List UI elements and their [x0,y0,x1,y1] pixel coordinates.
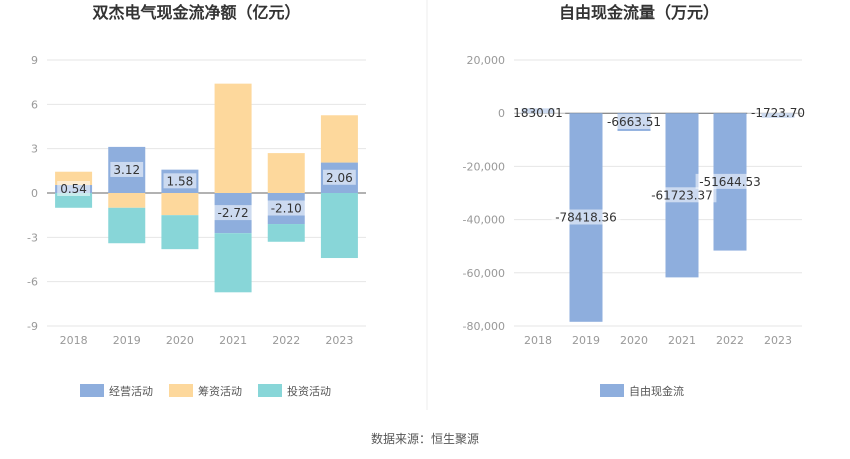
x-tick-label: 2023 [325,334,353,347]
y-tick-label: 20,000 [467,54,506,67]
data-label-bg [163,173,197,189]
data-label-bg [323,169,356,185]
data-label-bg [695,173,765,189]
legend-swatch-financing [169,384,193,397]
data-label-operating: 1.58 [167,174,194,188]
bar-financing [267,153,305,193]
x-tick-label: 2022 [272,334,300,347]
data-label-fcf: 1830.01 [513,106,563,120]
data-label-fcf: -61723.37 [651,188,713,202]
data-label-bg [110,161,144,177]
legend-label-investing: 投资活动 [287,384,331,398]
data-label-operating: -2.10 [271,202,302,216]
data-label-bg [603,114,665,130]
data-label-bg [551,209,621,225]
x-tick-label: 2019 [113,334,141,347]
chart-title-right: 自由现金流量（万元） [559,3,719,22]
x-tick-label: 2018 [524,334,552,347]
bar-financing [161,193,199,216]
data-label-operating: -2.72 [218,206,249,220]
data-label-fcf: -6663.51 [607,115,661,129]
x-tick-label: 2022 [716,334,744,347]
data-label-bg [213,205,254,221]
y-tick-label: -60,000 [463,267,505,280]
bar-investing [161,215,199,250]
data-label-bg [510,105,566,121]
y-tick-label: -80,000 [463,320,505,333]
x-tick-label: 2023 [764,334,792,347]
bar-investing [214,233,252,293]
bar-financing [320,115,358,163]
data-label-bg [266,200,307,216]
bar-financing [108,193,146,208]
x-tick-label: 2020 [620,334,648,347]
chart-title-left: 双杰电气现金流净额（亿元） [92,3,300,22]
x-tick-label: 2021 [219,334,247,347]
data-label-operating: 0.54 [60,182,87,196]
x-tick-label: 2021 [668,334,696,347]
x-tick-label: 2019 [572,334,600,347]
legend-swatch-fcf [600,384,624,397]
y-tick-label: -3 [27,231,38,244]
y-tick-label: -9 [27,320,38,333]
x-tick-label: 2018 [60,334,88,347]
y-tick-label: -40,000 [463,214,505,227]
bar-investing [267,224,305,242]
data-label-bg [57,181,90,197]
y-tick-label: 0 [31,187,38,200]
bar-investing [108,207,146,244]
bar-financing [214,83,252,193]
cash-flow-charts: 双杰电气现金流净额（亿元） 9 6 3 0 -3 -6 -9 2018 2019 2020 2021 2… [27,0,809,410]
data-label-operating: 2.06 [326,171,353,185]
data-label-bg [647,187,717,203]
y-tick-label: 9 [31,54,38,67]
bar-investing [55,193,93,208]
y-tick-label: -20,000 [463,160,505,173]
data-label-operating: 3.12 [113,163,140,177]
x-tick-label: 2020 [166,334,194,347]
data-source-note: 数据来源：恒生聚源 [370,432,479,446]
legend-swatch-operating [80,384,104,397]
data-label-fcf: -51644.53 [699,175,761,189]
legend-label-financing: 筹资活动 [198,384,242,398]
legend-label-fcf: 自由现金流 [629,384,684,398]
legend-label-operating: 经营活动 [109,384,153,398]
data-label-fcf: -78418.36 [555,210,617,224]
data-label-fcf: -1723.70 [751,106,805,120]
bar-investing [320,193,358,259]
y-tick-label: 0 [498,107,505,120]
y-tick-label: -6 [27,276,38,289]
y-tick-label: 6 [31,98,38,111]
legend-swatch-investing [258,384,282,397]
data-label-bg [747,105,809,121]
y-tick-label: 3 [31,143,38,156]
